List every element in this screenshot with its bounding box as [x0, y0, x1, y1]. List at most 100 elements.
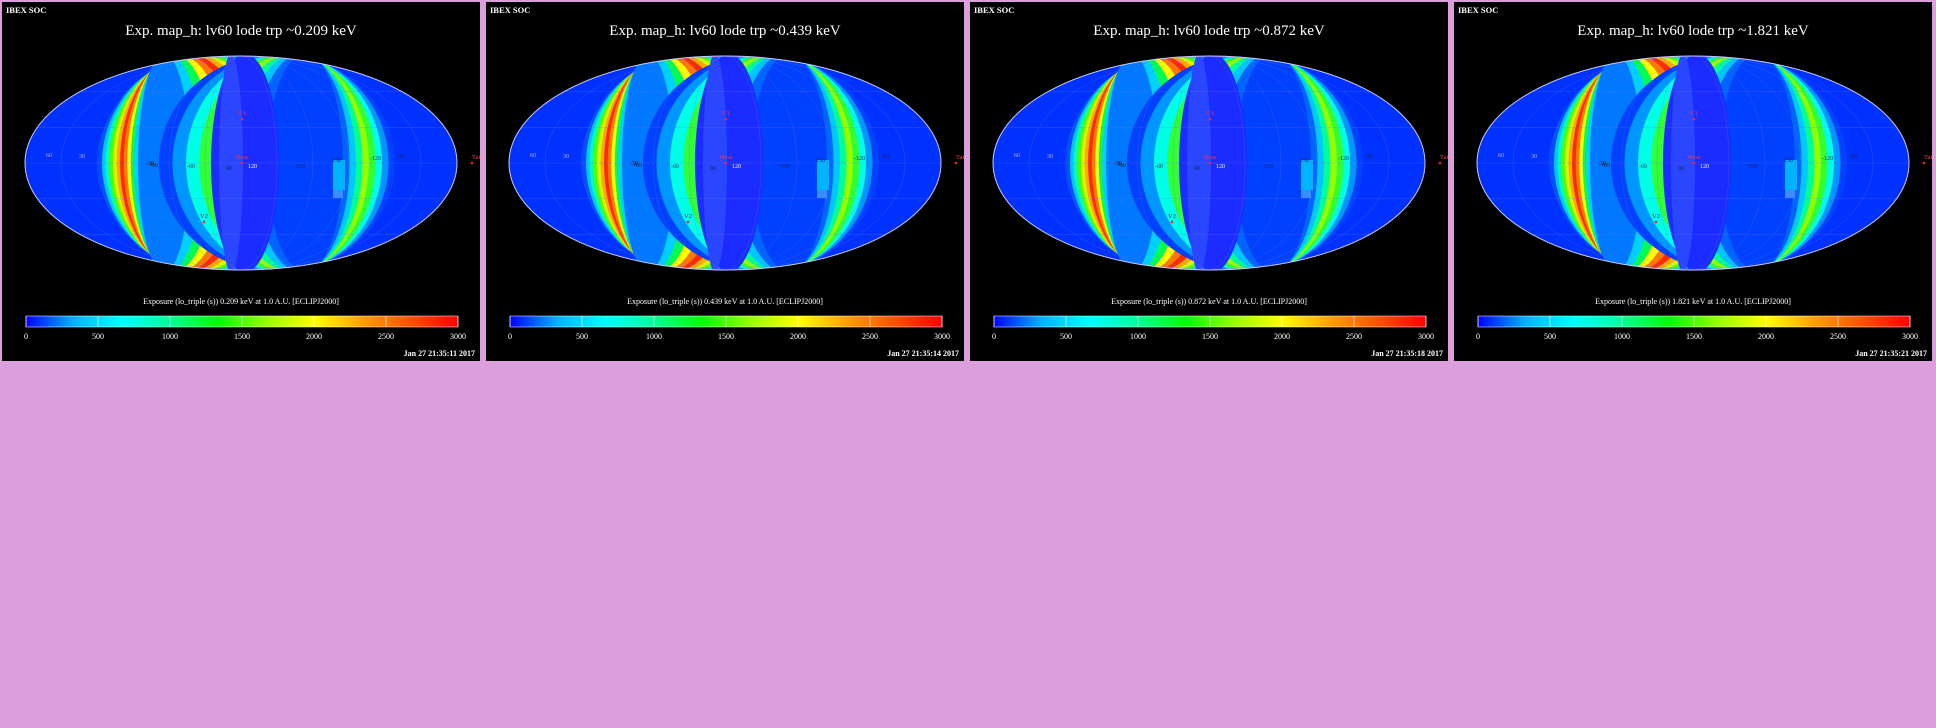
lon-label: -60: [1639, 164, 1647, 170]
marker-v2-point: [202, 220, 206, 224]
lon-label: 150: [332, 158, 341, 164]
marker-v2-label: V2: [1168, 213, 1176, 220]
lon-label: 120: [1700, 164, 1709, 170]
marker-tail-label: Tail: [1924, 154, 1932, 161]
lon-label: -30: [146, 161, 154, 167]
chart-title: Exp. map_h: lv60 lode trp ~0.209 keV: [125, 23, 357, 39]
meridian-line: [1656, 56, 1730, 270]
notch-patch: [817, 190, 827, 198]
lon-label: -150: [1746, 164, 1757, 170]
lon-label: 90: [226, 166, 232, 172]
meridian-line: [544, 56, 906, 270]
lat-label: 60: [1498, 153, 1504, 159]
lon-label: 120: [1216, 164, 1225, 170]
lon-label: -90: [397, 154, 405, 160]
map-outline: [508, 55, 942, 271]
notch-patch: [1301, 160, 1313, 190]
lon-label: -60: [1155, 164, 1163, 170]
meridian-line: [132, 56, 350, 270]
timestamp: Jan 27 21:35:14 2017: [887, 349, 959, 358]
meridian-line: [1620, 56, 1766, 270]
lat-label: 30: [1047, 154, 1053, 160]
colorbar-tick-label: 2500: [862, 332, 878, 341]
graticule: [25, 56, 457, 270]
meridian-line: [1548, 56, 1838, 270]
lat-label: -60: [634, 163, 642, 169]
lon-label: 120: [732, 164, 741, 170]
colorbar-tick-label: 1500: [1686, 332, 1702, 341]
map-outline: [1476, 55, 1910, 271]
timestamp: Jan 27 21:35:18 2017: [1371, 349, 1443, 358]
chart-title: Exp. map_h: lv60 lode trp ~0.872 keV: [1093, 23, 1325, 39]
colorbar-tick-label: 0: [1476, 332, 1480, 341]
marker-v2-point: [1654, 220, 1658, 224]
marker-tail-label: Tail: [1440, 154, 1448, 161]
lat-label: -60: [1118, 163, 1126, 169]
lat-label: 60: [530, 153, 536, 159]
colorbar-tick-label: 1000: [162, 332, 178, 341]
marker-v1-point: [1692, 117, 1696, 121]
lon-label: -60: [671, 164, 679, 170]
notch-patch: [1785, 160, 1797, 190]
marker-tail-point: [470, 161, 474, 165]
meridian-line: [580, 56, 870, 270]
lat-label: -30: [1598, 161, 1606, 167]
colorbar-tick-label: 1500: [1202, 332, 1218, 341]
lon-label: -120: [370, 156, 381, 162]
colorbar-tick-label: 2000: [790, 332, 806, 341]
chart-title: Exp. map_h: lv60 lode trp ~1.821 keV: [1577, 23, 1809, 39]
map-outline: [24, 55, 458, 271]
lat-label: -30: [630, 161, 638, 167]
marker-nose-point: [1208, 161, 1212, 165]
notch-patch: [1301, 190, 1311, 198]
colorbar-tick-label: 500: [576, 332, 588, 341]
lat-label: -60: [1602, 163, 1610, 169]
marker-nose-point: [1692, 161, 1696, 165]
lat-label: 60: [1014, 153, 1020, 159]
map-outline: [992, 55, 1426, 271]
colorbar-tick-label: 1000: [1130, 332, 1146, 341]
lon-label: -90: [1365, 154, 1373, 160]
meridian-line: [60, 56, 422, 270]
meridian-line: [1100, 56, 1318, 270]
marker-tail-label: Tail: [472, 154, 480, 161]
exposure-map-chart: IBEX SOC Exp. map_h: lv60 lode trp ~0.439…: [490, 5, 964, 358]
marker-nose-point: [240, 161, 244, 165]
header-label: IBEX SOC: [1458, 5, 1498, 15]
colorbar-label: Exposure (lo_triple (s)) 1.821 keV at 1.…: [1595, 297, 1791, 306]
marker-v1-label: V1: [1690, 110, 1698, 117]
colorbar-tick-label: 500: [1544, 332, 1556, 341]
colorbar-tick-label: 0: [508, 332, 512, 341]
colorbar-label: Exposure (lo_triple (s)) 0.209 keV at 1.…: [143, 297, 339, 306]
map-panel: IBEX SOC Exp. map_h: lv60 lode trp ~1.821…: [1454, 2, 1932, 361]
lon-label: -60: [187, 164, 195, 170]
marker-v1-point: [1208, 117, 1212, 121]
colorbar-tick-label: 3000: [1902, 332, 1918, 341]
marker-v1-label: V1: [1206, 110, 1214, 117]
marker-v2-label: V2: [684, 213, 692, 220]
graticule: [993, 56, 1425, 270]
timestamp: Jan 27 21:35:21 2017: [1855, 349, 1927, 358]
lon-label: -120: [1822, 156, 1833, 162]
marker-tail-point: [1922, 161, 1926, 165]
lon-label: 150: [1300, 158, 1309, 164]
colorbar-tick-label: 1500: [718, 332, 734, 341]
meridian-line: [1584, 56, 1802, 270]
lon-label: 90: [1678, 166, 1684, 172]
colorbar-tick-label: 3000: [450, 332, 466, 341]
timestamp: Jan 27 21:35:11 2017: [404, 349, 475, 358]
meridian-line: [96, 56, 386, 270]
marker-v1-label: V1: [238, 110, 246, 117]
notch-patch: [817, 160, 829, 190]
marker-v1-label: V1: [722, 110, 730, 117]
map-panel: IBEX SOC Exp. map_h: lv60 lode trp ~0.439…: [486, 2, 964, 361]
marker-tail-label: Tail: [956, 154, 964, 161]
lon-label: 90: [1194, 166, 1200, 172]
lon-label: 120: [248, 164, 257, 170]
marker-v1-point: [240, 117, 244, 121]
meridian-line: [1172, 56, 1246, 270]
exposure-map-chart: IBEX SOC Exp. map_h: lv60 lode trp ~1.821…: [1458, 5, 1932, 358]
chart-title: Exp. map_h: lv60 lode trp ~0.439 keV: [609, 23, 841, 39]
colorbar-label: Exposure (lo_triple (s)) 0.872 keV at 1.…: [1111, 297, 1307, 306]
header-label: IBEX SOC: [974, 5, 1014, 15]
